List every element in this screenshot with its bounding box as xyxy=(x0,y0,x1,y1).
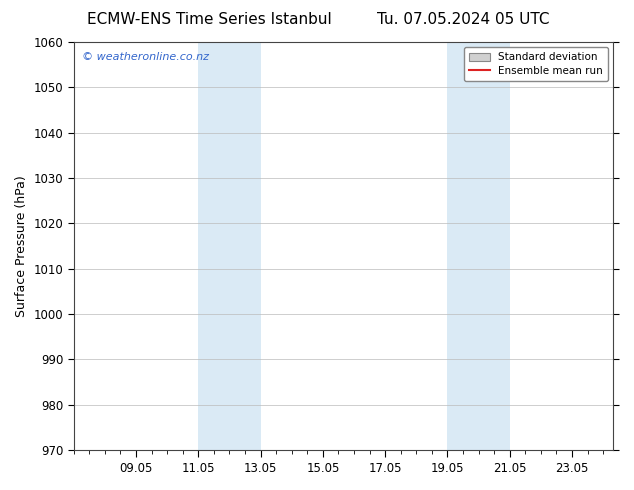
Text: Tu. 07.05.2024 05 UTC: Tu. 07.05.2024 05 UTC xyxy=(377,12,549,27)
Text: ECMW-ENS Time Series Istanbul: ECMW-ENS Time Series Istanbul xyxy=(87,12,332,27)
Y-axis label: Surface Pressure (hPa): Surface Pressure (hPa) xyxy=(15,175,28,317)
Bar xyxy=(448,42,510,450)
Bar xyxy=(198,42,261,450)
Text: © weatheronline.co.nz: © weatheronline.co.nz xyxy=(82,52,209,62)
Legend: Standard deviation, Ensemble mean run: Standard deviation, Ensemble mean run xyxy=(464,47,608,81)
